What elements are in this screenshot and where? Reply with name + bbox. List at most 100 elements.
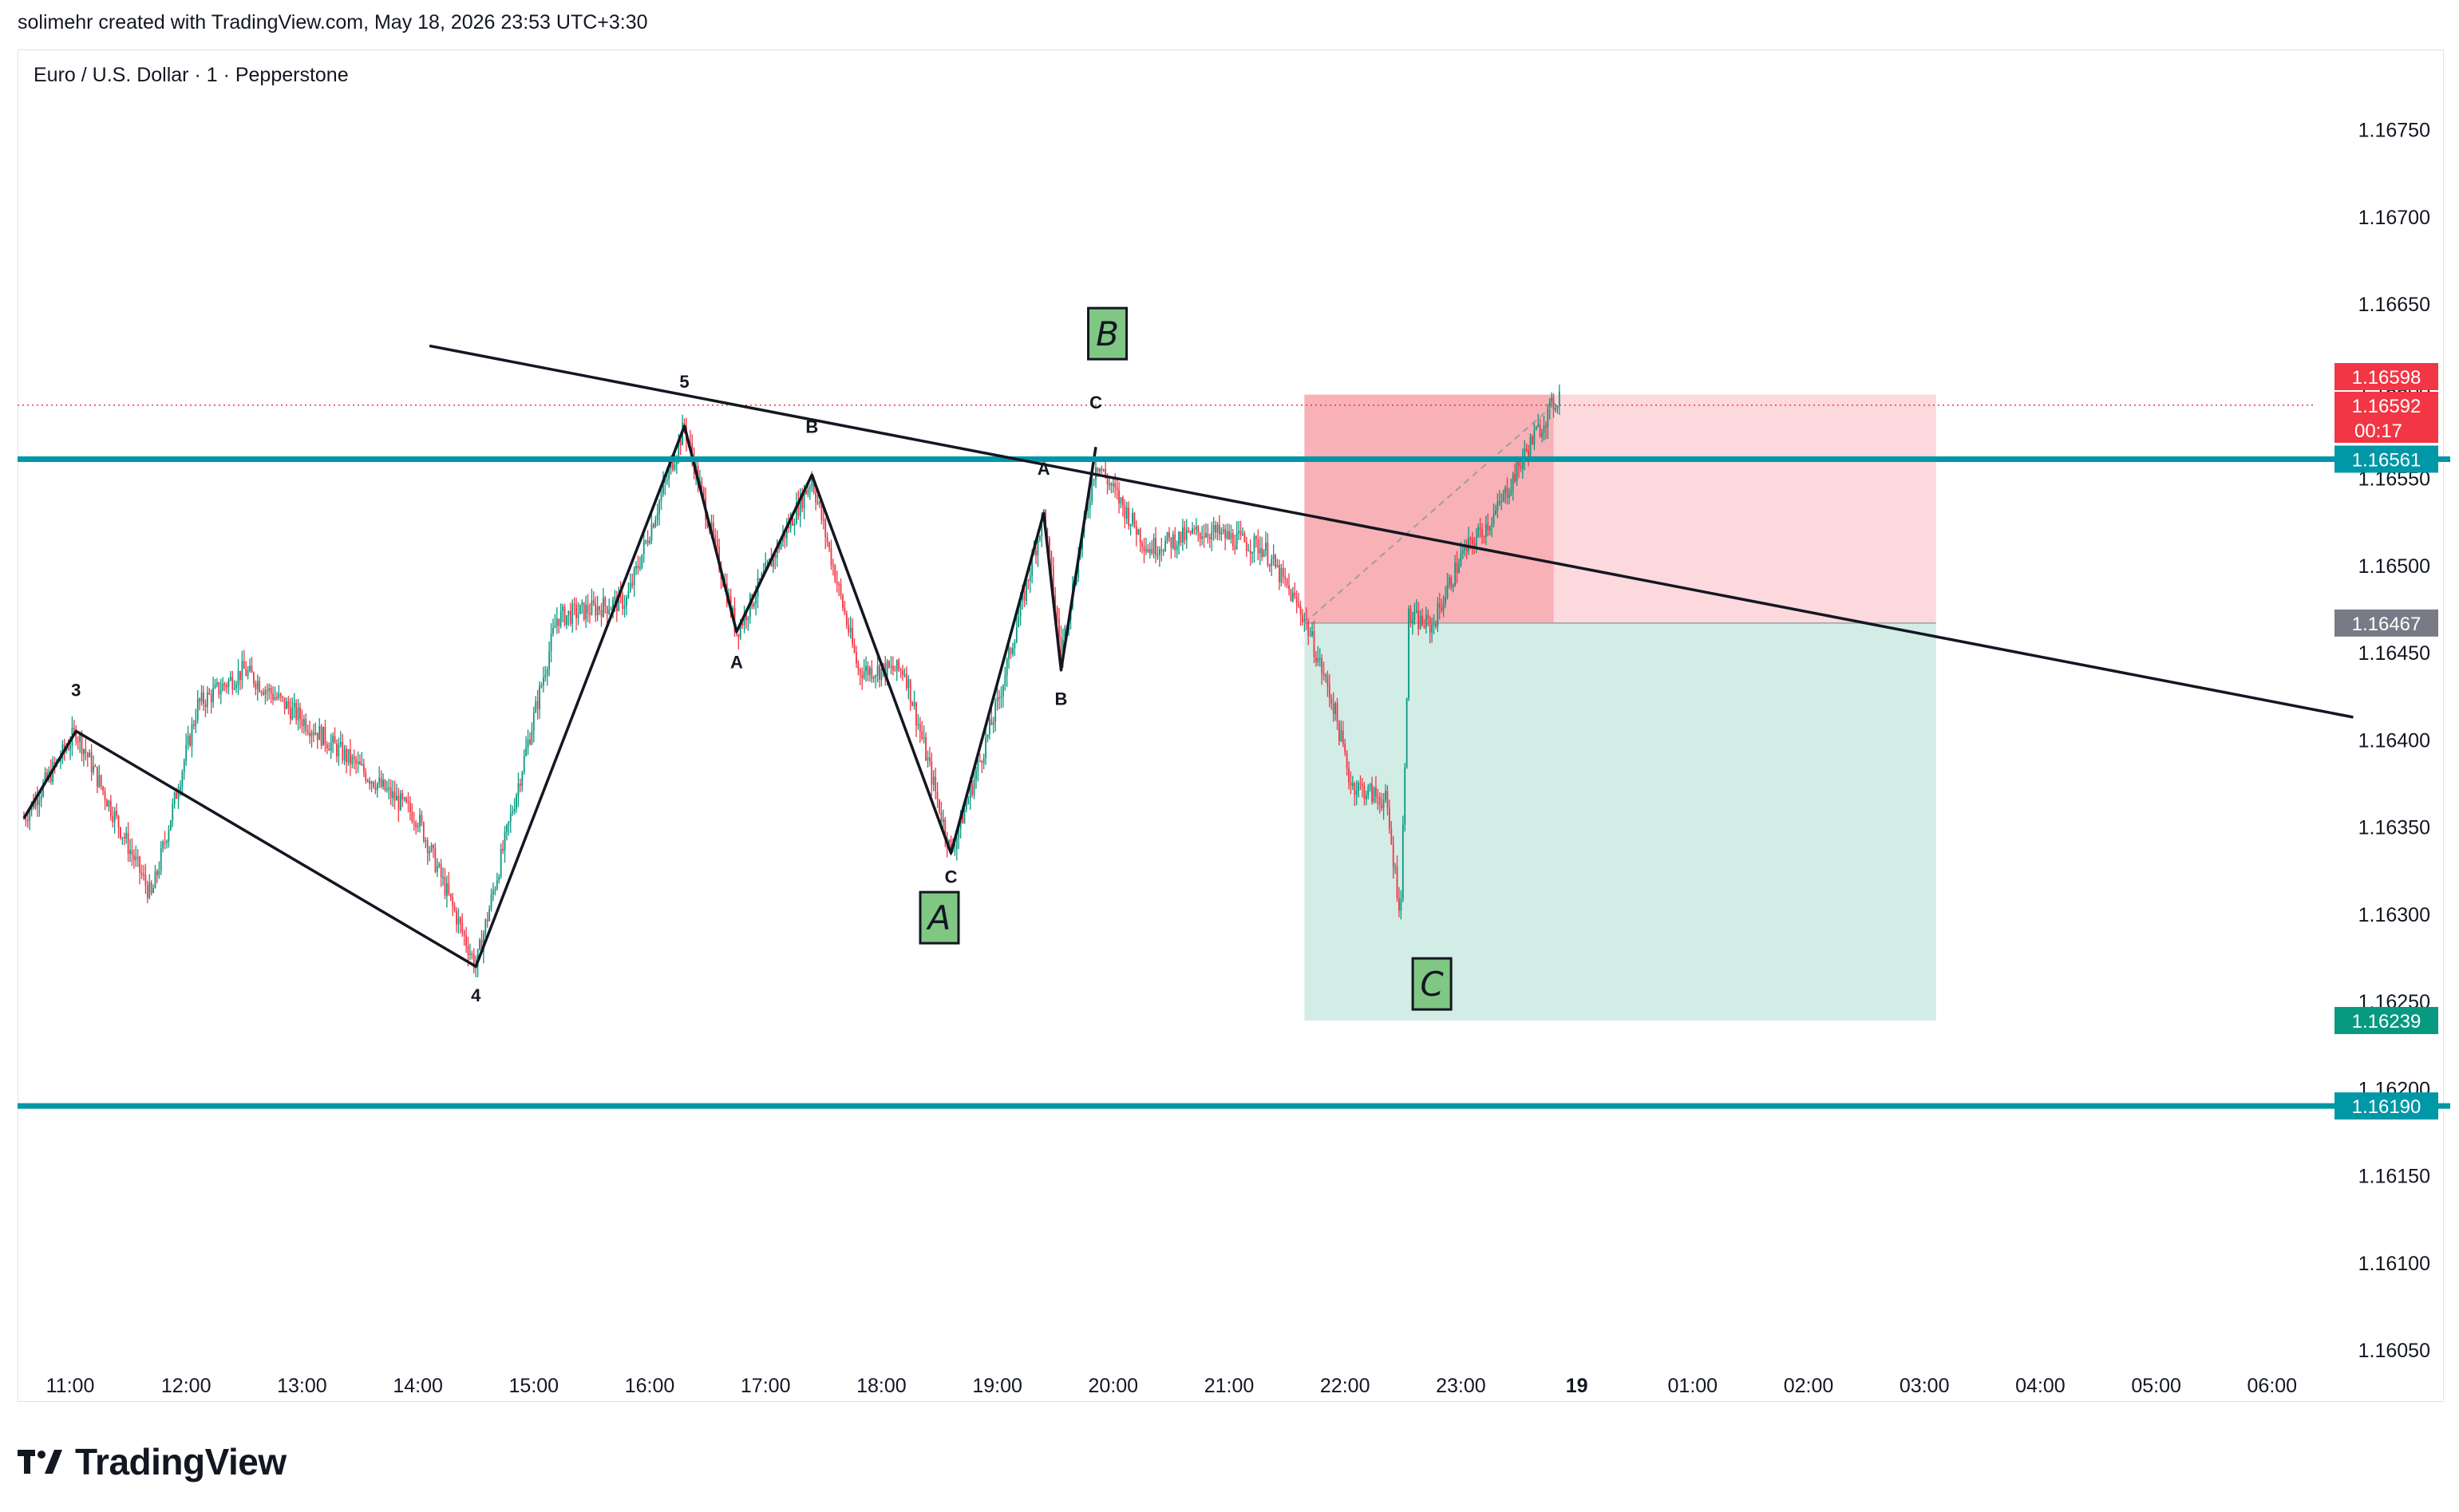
candle-body [985, 737, 986, 759]
candle-body [792, 517, 793, 526]
candle-body [490, 894, 492, 909]
candle-body [527, 740, 529, 748]
candle-body [770, 559, 773, 567]
candle-body [1184, 527, 1186, 540]
candle-body [1245, 542, 1247, 551]
candle-body [1174, 534, 1176, 551]
candle-body [326, 744, 328, 748]
time-tick-label: 23:00 [1436, 1375, 1486, 1397]
candle-body [500, 848, 502, 877]
candle-body [1128, 507, 1130, 527]
candle-body [452, 897, 454, 906]
candle-body [517, 784, 520, 795]
candle-body [200, 692, 203, 702]
candle-body [808, 487, 811, 489]
candle-body [863, 671, 865, 678]
candle-body [868, 668, 871, 675]
candle-body [785, 525, 788, 539]
candle-body [1125, 507, 1128, 519]
candle-body [1105, 469, 1107, 477]
candle-body [1354, 783, 1356, 795]
candle-body [117, 815, 120, 828]
candle-body [838, 583, 840, 586]
candle-body [216, 682, 218, 685]
candle-body [314, 732, 317, 735]
candle-body [1129, 523, 1132, 527]
candle-body [139, 856, 141, 873]
candle-body [1305, 618, 1307, 621]
price-tick-label: 1.16300 [2358, 904, 2430, 926]
candle-body [389, 787, 392, 799]
candle-body [1520, 466, 1522, 469]
candle-body [189, 735, 191, 746]
candle-body [1496, 501, 1499, 511]
candle-body [759, 578, 761, 581]
candle-body [1124, 505, 1126, 519]
candle-body [1317, 658, 1319, 662]
candle-body [852, 627, 853, 645]
candle-body [1182, 527, 1184, 543]
candle-body [286, 701, 287, 709]
candle-body [112, 815, 114, 823]
time-tick-label: 20:00 [1089, 1375, 1139, 1397]
candle-body [1504, 487, 1506, 493]
candle-body [1363, 785, 1366, 799]
candle-body [152, 888, 154, 894]
candle-body [1148, 548, 1151, 553]
candle-body [1203, 536, 1205, 538]
candle-body [940, 811, 943, 822]
candle-body [268, 687, 271, 691]
candle-body [1000, 697, 1002, 698]
candle-body [927, 757, 929, 761]
candle-body [512, 811, 514, 814]
candle-body [797, 502, 800, 516]
candle-body [1435, 623, 1437, 627]
candle-body [453, 905, 456, 911]
candle-body [253, 673, 255, 684]
candle-body [279, 693, 282, 697]
candle-body [521, 772, 524, 786]
time-tick-label: 04:00 [2015, 1375, 2066, 1397]
candle-body [324, 726, 326, 745]
candle-body [1521, 458, 1524, 469]
candle-body [844, 607, 846, 614]
candle-body [425, 840, 427, 842]
candle-body [1448, 577, 1450, 585]
candle-body [1158, 549, 1160, 555]
candle-body [1358, 783, 1360, 792]
symbol-title[interactable]: Euro / U.S. Dollar · 1 · Pepperstone [34, 64, 349, 86]
candle-body [38, 800, 41, 806]
candle-body [480, 940, 483, 952]
candle-body [256, 681, 259, 689]
candle-body [1151, 548, 1153, 555]
candle-body [840, 584, 842, 595]
candle-body [539, 685, 540, 709]
candle-body [245, 669, 247, 676]
candle-body [1456, 562, 1458, 573]
candle-body [637, 566, 639, 569]
candle-body [121, 837, 124, 839]
candle-body [1261, 548, 1263, 558]
brand-logo[interactable]: TradingView [18, 1440, 287, 1483]
candle-body [612, 600, 614, 609]
countdown-text: 00:17 [2354, 420, 2402, 442]
candle-body [1334, 703, 1336, 714]
candle-body [1532, 436, 1533, 445]
candle-body [36, 797, 38, 806]
candle-body [176, 792, 177, 799]
candle-body [939, 799, 940, 812]
candle-body [1433, 623, 1435, 626]
candle-body [1188, 530, 1190, 531]
candle-body [958, 828, 960, 839]
candle-body [610, 608, 612, 610]
candle-body [278, 693, 280, 698]
candle-body [1135, 526, 1137, 535]
candle-body [523, 756, 525, 773]
candle-body [935, 776, 937, 792]
candle-body [158, 870, 160, 875]
candle-body [1492, 514, 1495, 524]
candle-body [53, 761, 56, 765]
candle-body [1018, 616, 1020, 628]
candle-body [654, 519, 657, 527]
